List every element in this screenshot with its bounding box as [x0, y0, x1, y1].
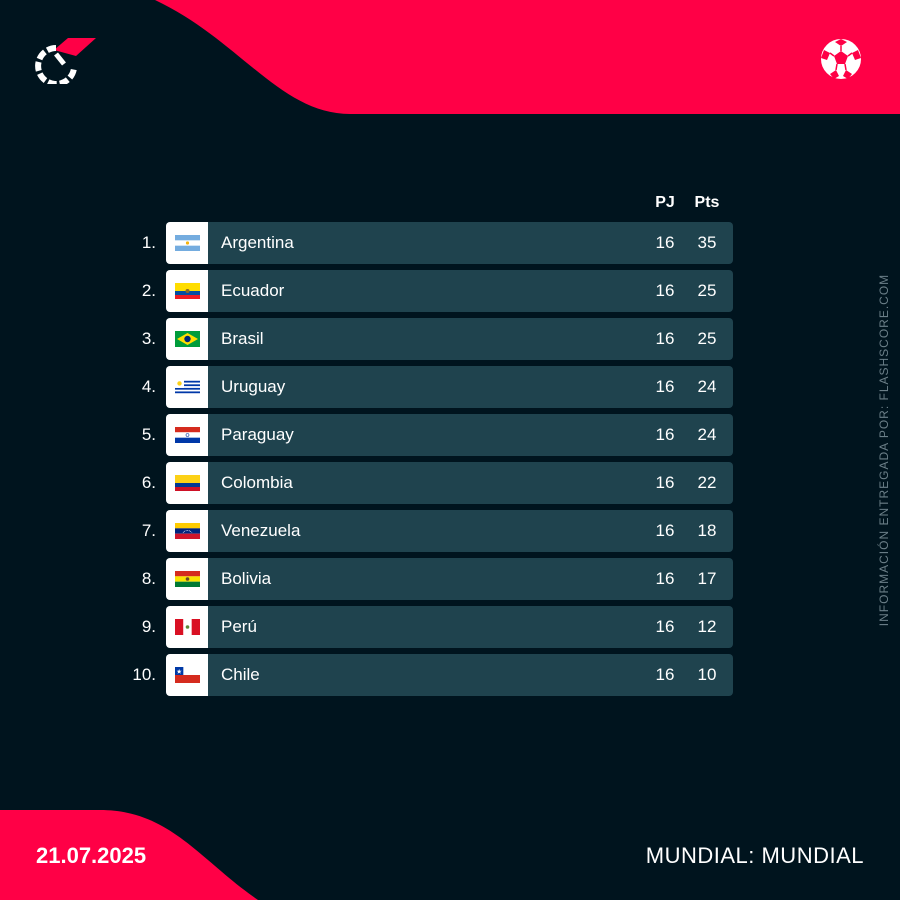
played-value: 16 [655, 617, 675, 636]
paraguay-flag-icon [175, 427, 200, 443]
peru-flag-icon [175, 619, 200, 635]
points-value: 24 [697, 377, 717, 396]
flag-cell [166, 270, 208, 312]
row-rank: 2. [141, 281, 156, 300]
played-value: 16 [655, 665, 675, 684]
header-points: Pts [694, 194, 720, 211]
argentina-flag-icon [175, 235, 200, 251]
flag-cell [166, 414, 208, 456]
bottom-accent-shape [0, 810, 258, 900]
played-value: 16 [655, 329, 675, 348]
table-row: 1. Argentina 16 35 [0, 222, 900, 264]
points-value: 25 [697, 329, 717, 348]
row-bar: Perú 16 12 [166, 606, 733, 648]
row-rank: 8. [141, 569, 156, 588]
venezuela-flag-icon [175, 523, 200, 539]
table-row: 7. Venezuela 16 18 [0, 510, 900, 552]
row-rank: 7. [141, 521, 156, 540]
row-rank: 4. [141, 377, 156, 396]
points-value: 35 [697, 233, 717, 252]
flag-cell [166, 318, 208, 360]
team-name: Perú [221, 617, 257, 636]
ecuador-flag-icon [175, 283, 200, 299]
team-name: Uruguay [221, 377, 286, 396]
source-credit: INFORMACIÓN ENTREGADA POR: FLASHSCORE.CO… [877, 273, 891, 627]
team-name: Bolivia [221, 569, 272, 588]
team-name: Brasil [221, 329, 264, 348]
soccer-ball-icon [819, 37, 863, 81]
row-bar: Brasil 16 25 [166, 318, 733, 360]
played-value: 16 [655, 281, 675, 300]
footer-date: 21.07.2025 [36, 843, 147, 868]
team-name: Chile [221, 665, 260, 684]
row-rank: 5. [141, 425, 156, 444]
team-name: Argentina [221, 233, 294, 252]
row-rank: 1. [141, 233, 156, 252]
colombia-flag-icon [175, 475, 200, 491]
points-value: 10 [697, 665, 717, 684]
played-value: 16 [655, 425, 675, 444]
table-row: 2. Ecuador 16 25 [0, 270, 900, 312]
played-value: 16 [655, 473, 675, 492]
footer-competition: MUNDIAL: MUNDIAL [645, 843, 864, 868]
top-accent-shape [155, 0, 900, 114]
points-value: 24 [697, 425, 717, 444]
points-value: 12 [697, 617, 717, 636]
flashscore-logo-icon [35, 38, 96, 84]
flag-cell [166, 462, 208, 504]
flag-cell [166, 510, 208, 552]
row-rank: 3. [141, 329, 156, 348]
table-row: 10. Chile 16 10 [0, 654, 900, 696]
chile-flag-icon [175, 667, 200, 683]
played-value: 16 [655, 377, 675, 396]
row-bar: Colombia 16 22 [166, 462, 733, 504]
flag-cell [166, 558, 208, 600]
team-name: Paraguay [221, 425, 294, 444]
points-value: 22 [697, 473, 717, 492]
played-value: 16 [655, 521, 675, 540]
row-rank: 9. [141, 617, 156, 636]
table-row: 8. Bolivia 16 17 [0, 558, 900, 600]
row-rank: 10. [132, 665, 156, 684]
flag-cell [166, 366, 208, 408]
bolivia-flag-icon [175, 571, 200, 587]
row-bar: Uruguay 16 24 [166, 366, 733, 408]
brazil-flag-icon [175, 331, 200, 347]
table-row: 3. Brasil 16 25 [0, 318, 900, 360]
points-value: 18 [697, 521, 717, 540]
table-row: 6. Colombia 16 22 [0, 462, 900, 504]
team-name: Venezuela [221, 521, 301, 540]
row-bar: Ecuador 16 25 [166, 270, 733, 312]
row-bar: Venezuela 16 18 [166, 510, 733, 552]
row-bar: Argentina 16 35 [166, 222, 733, 264]
team-name: Ecuador [221, 281, 285, 300]
points-value: 17 [697, 569, 717, 588]
header-played: PJ [655, 194, 675, 211]
table-row: 4. Uruguay 16 24 [0, 366, 900, 408]
team-name: Colombia [221, 473, 293, 492]
points-value: 25 [697, 281, 717, 300]
flag-cell [166, 654, 208, 696]
row-bar: Paraguay 16 24 [166, 414, 733, 456]
flag-cell [166, 606, 208, 648]
table-row: 5. Paraguay 16 24 [0, 414, 900, 456]
uruguay-flag-icon [175, 379, 200, 395]
table-row: 9. Perú 16 12 [0, 606, 900, 648]
row-rank: 6. [141, 473, 156, 492]
flag-cell [166, 222, 208, 264]
played-value: 16 [655, 569, 675, 588]
played-value: 16 [655, 233, 675, 252]
row-bar: Chile 16 10 [166, 654, 733, 696]
row-bar: Bolivia 16 17 [166, 558, 733, 600]
